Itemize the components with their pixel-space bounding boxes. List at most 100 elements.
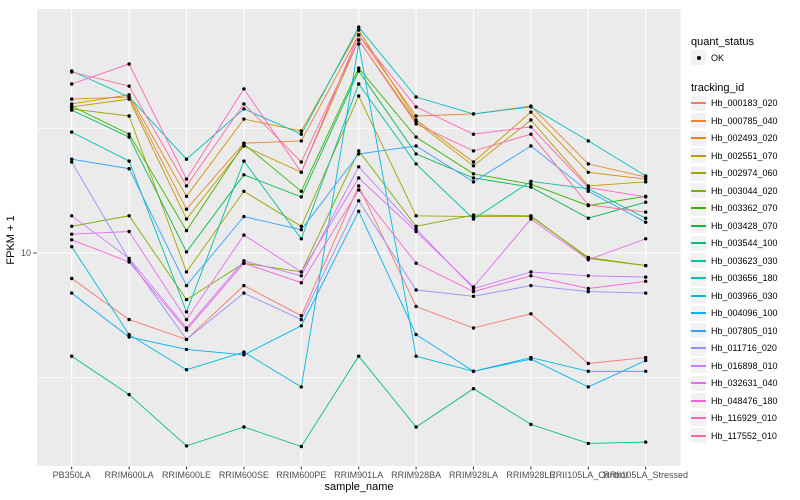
data-point xyxy=(242,173,246,177)
legend-key-box xyxy=(691,218,706,233)
legend-key-box xyxy=(691,200,706,216)
data-point xyxy=(127,167,131,171)
data-point xyxy=(644,440,648,444)
data-point xyxy=(644,195,648,199)
data-point xyxy=(644,216,648,220)
data-point xyxy=(184,328,189,332)
data-point xyxy=(127,335,131,339)
data-point xyxy=(242,233,246,237)
data-point xyxy=(471,160,476,164)
data-point xyxy=(127,159,131,163)
data-point xyxy=(184,250,189,254)
data-point xyxy=(299,270,303,274)
data-point xyxy=(414,152,418,156)
legend-item: Hb_116929_010 xyxy=(691,410,799,426)
data-point xyxy=(357,152,361,156)
data-point xyxy=(70,214,74,218)
data-point xyxy=(127,332,131,337)
data-point xyxy=(529,185,533,189)
legend: quant_status OK tracking_id Hb_000183_02… xyxy=(691,36,799,446)
data-point xyxy=(357,94,361,98)
data-point xyxy=(242,350,246,354)
data-point xyxy=(184,297,189,302)
data-point xyxy=(586,369,590,373)
data-point xyxy=(586,185,590,190)
data-point xyxy=(299,189,303,193)
data-point xyxy=(471,285,476,289)
legend-key-box xyxy=(691,95,706,111)
legend-key-line-icon xyxy=(691,259,706,262)
data-point xyxy=(242,189,246,193)
data-point xyxy=(471,289,476,294)
legend-item-label: Hb_003044_020 xyxy=(711,185,778,196)
data-point xyxy=(299,195,303,199)
data-point xyxy=(529,422,533,427)
legend-key-box xyxy=(691,148,706,163)
data-point xyxy=(299,129,303,133)
data-point xyxy=(586,139,590,143)
data-point xyxy=(184,228,189,233)
legend-item: Hb_003623_030 xyxy=(691,253,799,268)
data-point xyxy=(127,392,131,397)
data-point xyxy=(529,144,533,148)
data-point xyxy=(299,444,303,449)
legend-item: Hb_011716_020 xyxy=(691,340,799,356)
data-point xyxy=(242,87,246,91)
legend-item: Hb_003656_180 xyxy=(691,270,799,286)
data-point xyxy=(127,62,131,66)
data-point xyxy=(70,276,74,281)
data-point xyxy=(299,132,303,136)
data-point xyxy=(471,294,476,298)
legend-item-label: Hb_117552_010 xyxy=(711,430,777,441)
data-point xyxy=(357,176,361,180)
data-point xyxy=(299,224,303,228)
x-tick-label: RRII105LA_Control xyxy=(549,470,627,480)
legend-item-label: Hb_003544_100 xyxy=(711,238,778,248)
data-point xyxy=(299,385,303,389)
legend-item: Hb_002974_060 xyxy=(691,165,799,181)
x-tick-label: PB350LA xyxy=(53,470,91,480)
data-point xyxy=(414,114,418,118)
legend-key-line-icon xyxy=(691,312,706,314)
data-point xyxy=(471,369,476,373)
data-point xyxy=(529,179,533,183)
data-point xyxy=(586,170,590,174)
data-point xyxy=(184,207,189,211)
data-point xyxy=(70,354,74,358)
legend-item-label: Hb_003428_070 xyxy=(711,220,778,231)
data-point xyxy=(357,199,361,203)
data-point xyxy=(644,369,648,373)
legend-item-label: Hb_000183_020 xyxy=(711,98,778,108)
data-point xyxy=(70,70,74,74)
legend-item: Hb_000785_040 xyxy=(691,113,799,128)
data-point xyxy=(414,162,418,166)
data-point xyxy=(586,189,590,193)
data-point xyxy=(586,274,590,278)
data-point xyxy=(70,238,74,242)
data-point xyxy=(299,228,303,232)
data-point xyxy=(529,214,533,218)
legend-key-box xyxy=(691,270,706,286)
legend-item: Hb_032631_040 xyxy=(691,375,799,391)
legend-item-label: Hb_003656_180 xyxy=(711,273,778,283)
data-point xyxy=(242,261,246,265)
data-point xyxy=(242,102,246,106)
legend-item-label: Hb_003362_070 xyxy=(711,203,778,213)
data-point xyxy=(471,326,476,330)
legend-item: Hb_003428_070 xyxy=(691,218,799,233)
legend-key-line-icon xyxy=(691,102,706,104)
data-point xyxy=(414,95,418,99)
data-point xyxy=(357,33,361,37)
data-point xyxy=(70,104,74,108)
data-point xyxy=(242,142,246,146)
x-tick-label: RRIM901LA xyxy=(334,470,383,480)
data-point xyxy=(471,217,476,221)
data-point xyxy=(242,259,246,263)
data-point xyxy=(242,291,246,295)
legend-key-line-icon xyxy=(691,382,706,384)
data-point xyxy=(529,182,533,186)
legend-key-line-icon xyxy=(691,364,706,367)
data-point xyxy=(586,286,590,291)
legend-item-label: Hb_002974_060 xyxy=(711,168,778,178)
data-point xyxy=(414,105,418,109)
